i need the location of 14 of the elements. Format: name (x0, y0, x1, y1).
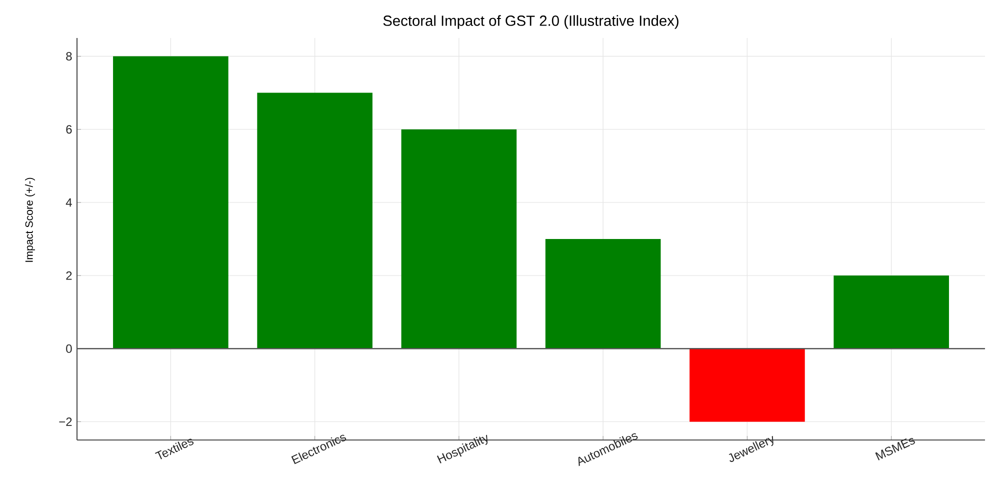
y-tick-label: 4 (66, 198, 72, 207)
y-tick-label: 6 (66, 125, 72, 134)
y-tick-label: −2 (59, 418, 72, 426)
bar (257, 92, 372, 349)
y-tick-label: 8 (66, 52, 72, 61)
chart-title: Sectoral Impact of GST 2.0 (Illustrative Index) (383, 15, 678, 29)
bar (113, 56, 228, 349)
y-tick-label: 2 (66, 271, 72, 280)
bar (401, 129, 517, 349)
y-axis-title: Impact Score (+/-) (25, 178, 35, 262)
bar (545, 238, 661, 349)
bar (834, 276, 949, 349)
bar (690, 348, 805, 422)
y-tick-label: 0 (66, 344, 72, 353)
